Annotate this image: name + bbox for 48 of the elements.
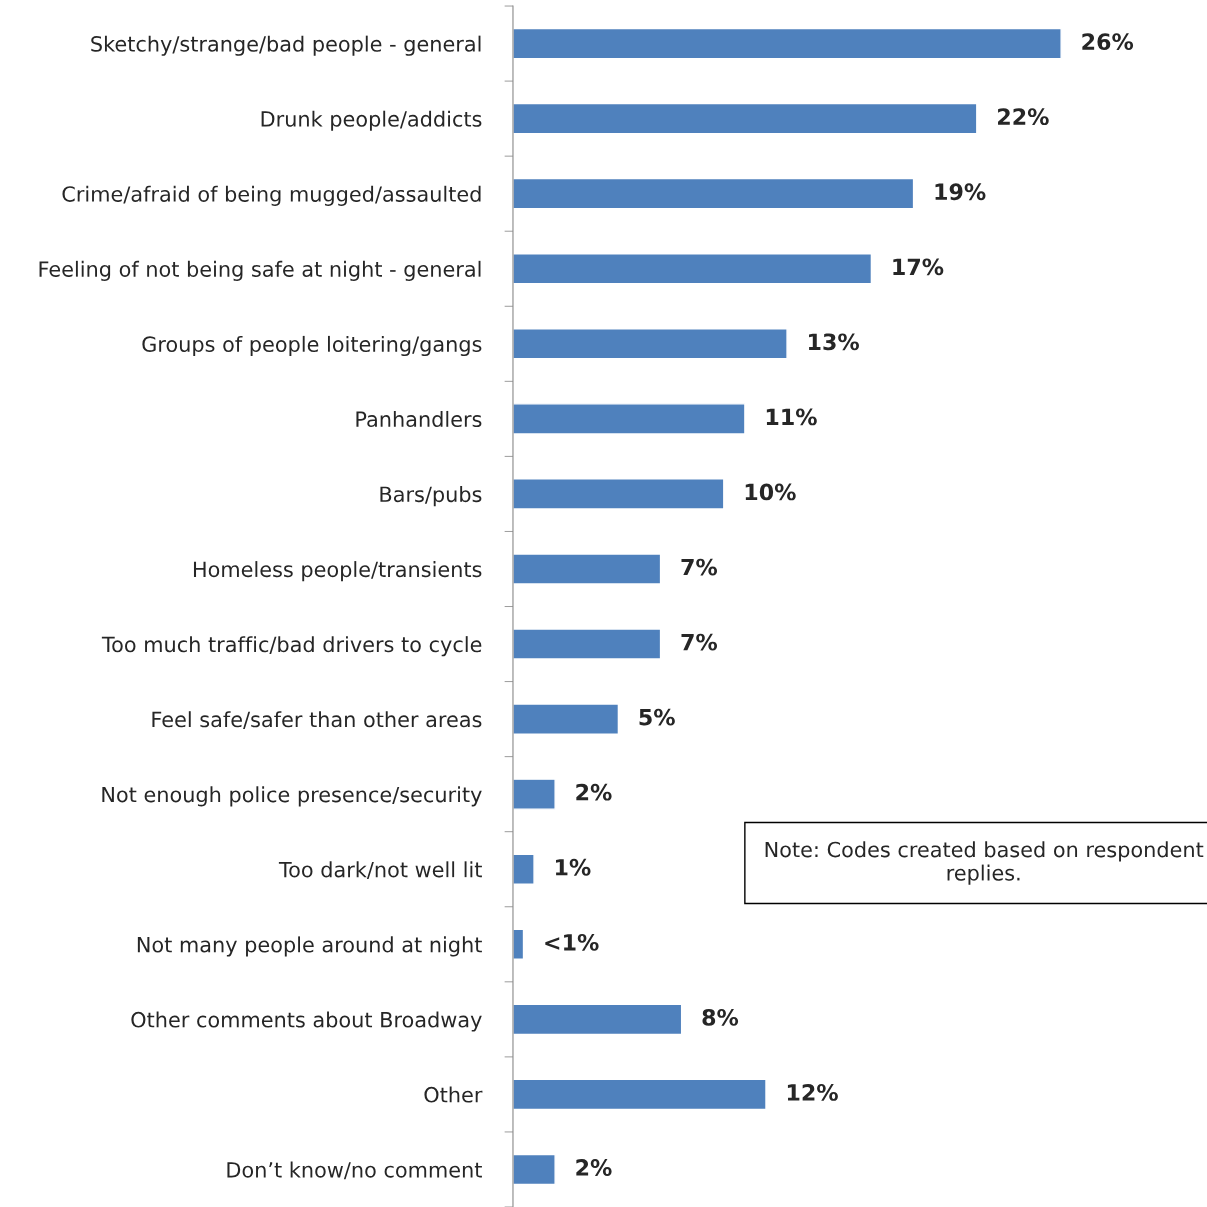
data-label: 7% xyxy=(681,633,718,651)
bar xyxy=(512,403,746,435)
annotation: Note: Codes created based on respondent replies. xyxy=(765,841,1204,885)
bar xyxy=(512,1153,556,1186)
bar xyxy=(512,1078,767,1111)
bar xyxy=(512,253,873,285)
y-tick-label: Not many people around at night xyxy=(137,936,482,957)
data-label: 8% xyxy=(702,1008,739,1026)
data-label: 2% xyxy=(576,1159,612,1176)
data-label: <1% xyxy=(545,933,599,951)
y-tick-label: Other xyxy=(424,1086,483,1103)
bar xyxy=(512,703,620,735)
bar xyxy=(512,553,662,585)
y-tick-label: Feeling of not being safe at night - general xyxy=(39,260,481,281)
data-label: 13% xyxy=(809,333,859,351)
bar xyxy=(512,478,725,510)
data-label: 12% xyxy=(787,1084,838,1101)
data-label: 5% xyxy=(639,708,675,726)
bar xyxy=(512,628,662,660)
y-tick-label: Feel safe/safer than other areas xyxy=(152,711,482,729)
bar xyxy=(512,27,1062,60)
y-tick-label: Other comments about Broadway xyxy=(131,1011,482,1032)
data-label: 22% xyxy=(998,108,1049,126)
bar xyxy=(512,102,978,135)
data-label: 26% xyxy=(1082,33,1134,51)
data-label: 7% xyxy=(681,558,718,576)
bar xyxy=(512,853,535,885)
y-tick-label: Groups of people loitering/gangs xyxy=(142,335,482,357)
data-label: 2% xyxy=(576,783,612,801)
bar xyxy=(512,328,788,360)
y-tick-label: Too much traffic/bad drivers to cycle xyxy=(101,636,482,657)
data-label: 19% xyxy=(935,183,986,201)
data-label: 10% xyxy=(745,483,796,501)
bar xyxy=(512,778,556,810)
y-tick-label: Crime/afraid of being mugged/assaulted xyxy=(62,185,481,206)
y-tick-label: Homeless people/transients xyxy=(193,561,482,582)
y-tick-label: Not enough police presence/security xyxy=(102,786,482,807)
y-tick-label: Bars/pubs xyxy=(380,486,482,507)
bar xyxy=(512,177,915,210)
y-tick-label: Sketchy/strange/bad people - general xyxy=(91,35,481,56)
y-tick-label: Don’t know/no comment xyxy=(227,1161,482,1180)
y-tick-label: Drunk people/addicts xyxy=(261,110,482,131)
data-label: 17% xyxy=(893,258,944,276)
data-label: 11% xyxy=(766,408,817,426)
bar xyxy=(512,1003,683,1036)
y-tick-label: Too dark/not well lit xyxy=(278,861,482,880)
y-tick-label: Panhandlers xyxy=(356,410,482,428)
data-label: 1% xyxy=(556,858,591,876)
